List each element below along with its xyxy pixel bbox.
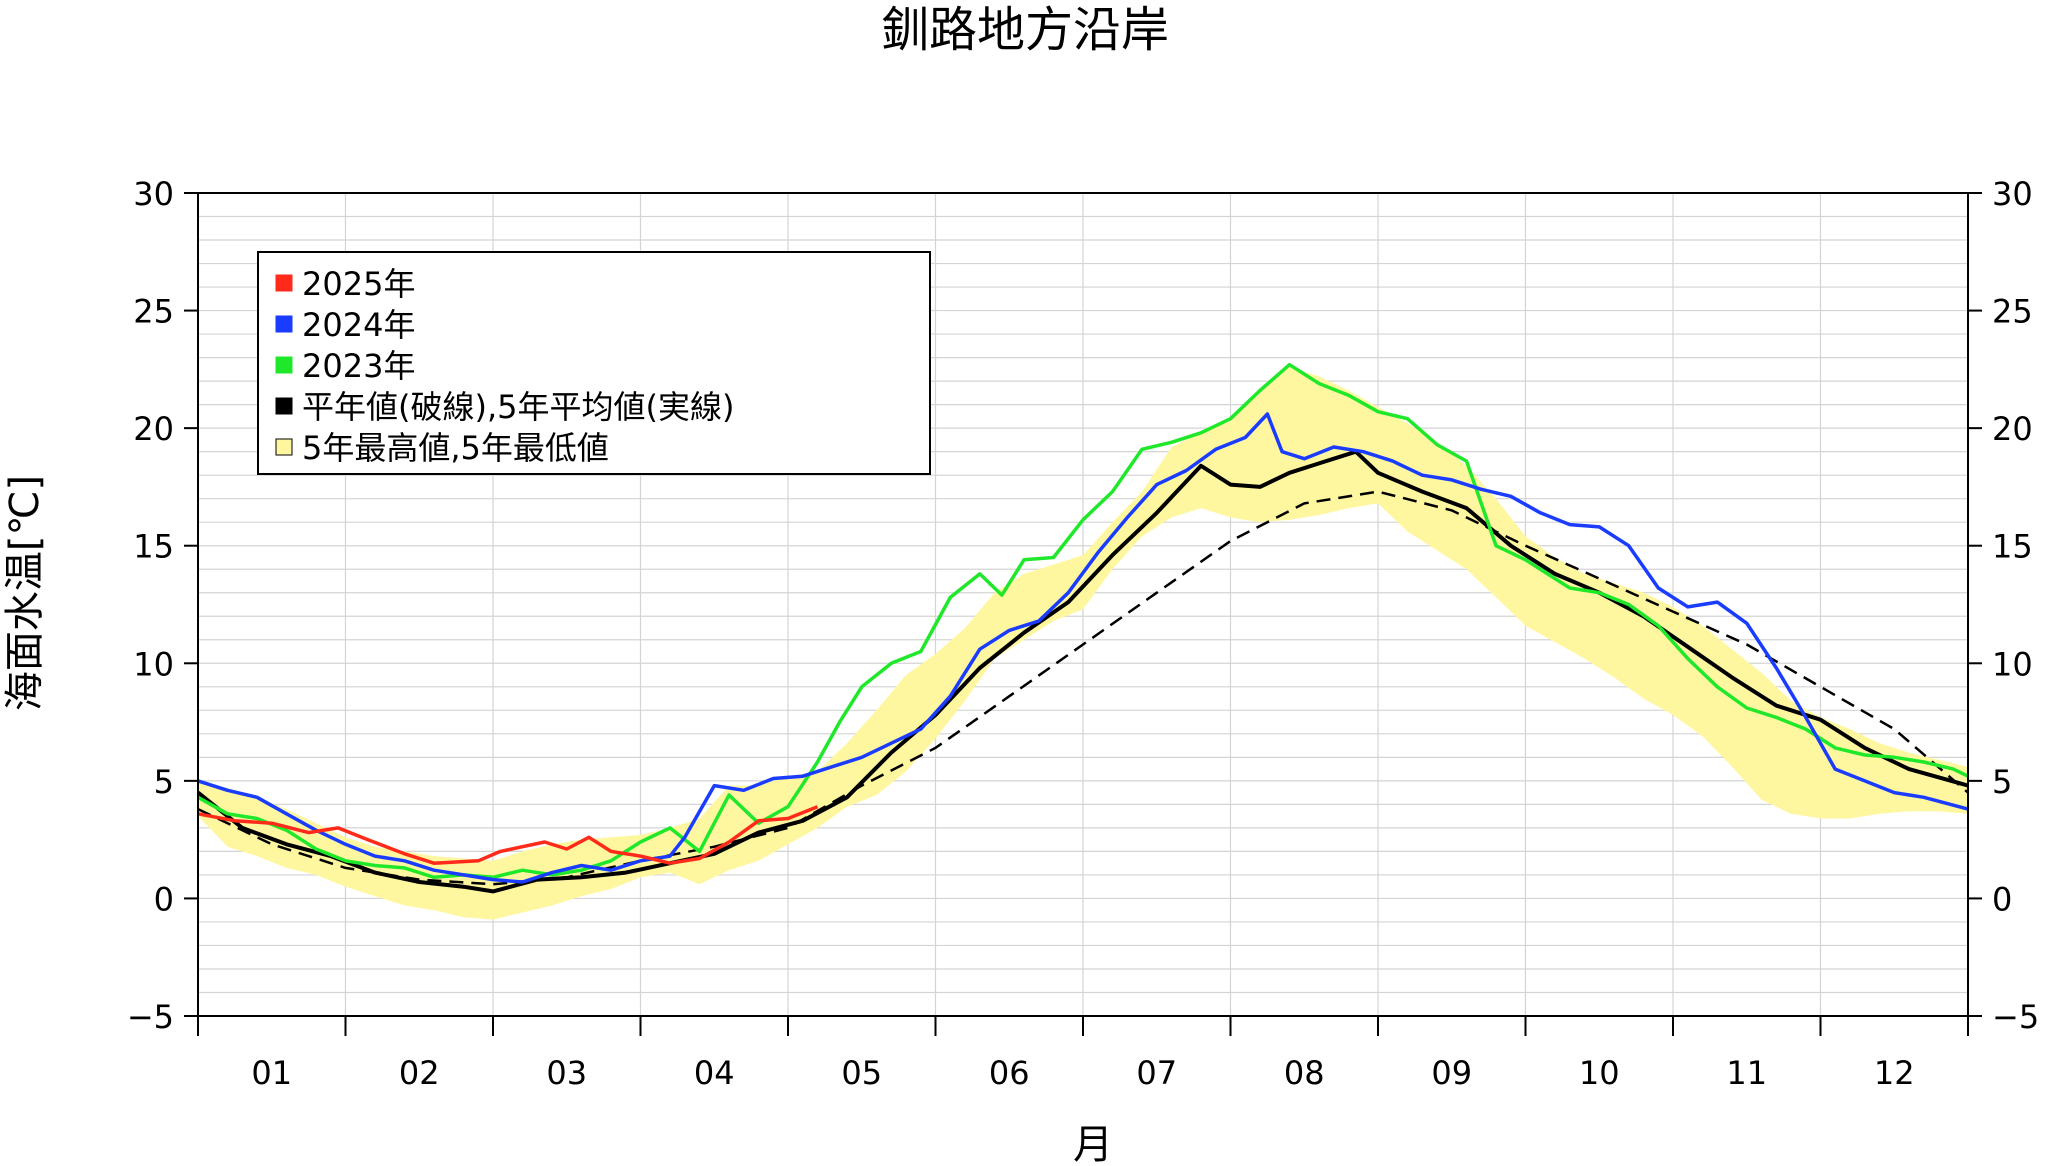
legend-label: 2024年 xyxy=(302,306,415,344)
series-line-2023 xyxy=(197,362,1969,880)
y-tick-label-right: 10 xyxy=(1992,645,2033,683)
legend-box xyxy=(257,251,931,475)
x-axis-label: 月 xyxy=(1073,1122,1113,1166)
x-tick-label: 11 xyxy=(1726,1054,1767,1092)
legend-label: 2023年 xyxy=(302,347,415,385)
legend-swatch xyxy=(275,397,293,415)
series-line-2025 xyxy=(197,805,819,865)
y-tick-label-right: 20 xyxy=(1992,410,2033,448)
legend-swatch xyxy=(275,274,293,292)
y-tick-label-left: 20 xyxy=(133,410,174,448)
x-tick-label: 06 xyxy=(989,1054,1030,1092)
y-tick-label-right: 30 xyxy=(1992,175,2033,213)
x-tick-label: 05 xyxy=(841,1054,882,1092)
legend-swatch xyxy=(275,315,293,333)
y-tick-label-left: 5 xyxy=(154,763,174,801)
y-tick-label-left: 25 xyxy=(133,293,174,331)
x-tick-label: 03 xyxy=(546,1054,587,1092)
chart-title: 釧路地方沿岸 xyxy=(881,2,1169,58)
y-tick-label-left: 0 xyxy=(154,880,174,918)
y-tick-label-right: 5 xyxy=(1992,763,2012,801)
x-tick-label: 12 xyxy=(1874,1054,1915,1092)
y-tick-label-right: 0 xyxy=(1992,880,2012,918)
x-tick-label: 04 xyxy=(694,1054,735,1092)
x-tick-label: 01 xyxy=(251,1054,292,1092)
y-axis-label: 海面水温[℃] xyxy=(2,475,48,711)
y-tick-label-right: 15 xyxy=(1992,528,2033,566)
legend-label: 2025年 xyxy=(302,265,415,303)
y-tick-label-right: 25 xyxy=(1992,293,2033,331)
y-tick-label-left: −5 xyxy=(127,998,174,1036)
series-lines xyxy=(196,362,1969,894)
x-tick-label: 10 xyxy=(1579,1054,1620,1092)
legend-swatch xyxy=(275,356,293,374)
x-tick-label: 07 xyxy=(1136,1054,1177,1092)
legend-swatch xyxy=(275,438,293,456)
y-tick-label-left: 10 xyxy=(133,645,174,683)
legend-label: 5年最高値,5年最低値 xyxy=(302,429,609,467)
y-tick-label-left: 15 xyxy=(133,528,174,566)
x-tick-label: 02 xyxy=(399,1054,440,1092)
x-tick-label: 08 xyxy=(1284,1054,1325,1092)
series-line-2024 xyxy=(197,412,1969,884)
legend: 2025年2024年2023年平年値(破線),5年平均値(実線)5年最高値,5年… xyxy=(257,251,931,475)
normal-line xyxy=(197,490,1969,886)
y-tick-label-right: −5 xyxy=(1992,998,2039,1036)
y-tick-label-left: 30 xyxy=(133,175,174,213)
legend-label: 平年値(破線),5年平均値(実線) xyxy=(302,388,734,426)
x-tick-label: 09 xyxy=(1431,1054,1472,1092)
